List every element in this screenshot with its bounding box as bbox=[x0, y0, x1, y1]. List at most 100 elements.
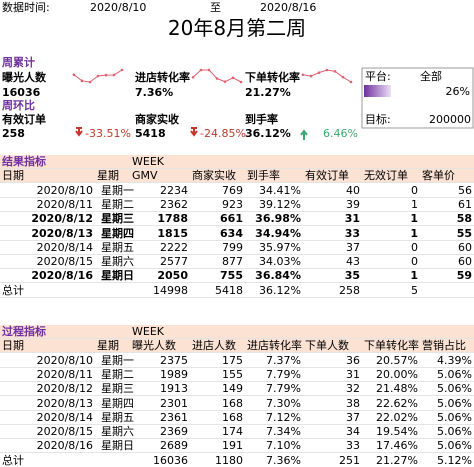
table-cell: 168 bbox=[190, 397, 245, 411]
column-header: 星期 bbox=[95, 169, 130, 184]
sparkline bbox=[192, 69, 242, 83]
table-cell: 星期五 bbox=[95, 411, 134, 425]
table-cell: 2050 bbox=[130, 269, 190, 284]
table-cell: 37 bbox=[303, 411, 362, 425]
sparkline-point bbox=[231, 76, 235, 80]
sparkline-point bbox=[333, 70, 337, 73]
table-cell: 7.36% bbox=[245, 454, 303, 467]
table-cell: 总计 bbox=[0, 454, 95, 467]
table-cell: 2020/8/14 bbox=[0, 411, 95, 425]
column-header: 营销占比 bbox=[420, 339, 474, 354]
sparkline-point bbox=[112, 73, 116, 77]
table-cell: 168 bbox=[190, 411, 245, 425]
table-cell: 799 bbox=[190, 241, 245, 255]
table-cell: 58 bbox=[420, 212, 474, 227]
table-cell: 258 bbox=[303, 284, 362, 298]
table-cell: 17.46% bbox=[362, 439, 420, 454]
table-cell: 39.12% bbox=[245, 198, 303, 212]
sparkline-point bbox=[88, 80, 92, 84]
table-cell: 1 bbox=[362, 212, 420, 227]
table-cell: 星期四 bbox=[95, 397, 134, 411]
table-cell: 634 bbox=[190, 227, 245, 241]
table-cell: 5.06% bbox=[420, 411, 474, 425]
table-cell: 191 bbox=[190, 439, 245, 454]
table-cell: 0 bbox=[362, 241, 420, 255]
sparkline-point bbox=[349, 80, 353, 84]
table-cell: 2020/8/15 bbox=[0, 255, 95, 270]
table-cell: 1788 bbox=[130, 212, 190, 227]
table-cell: 2369 bbox=[130, 425, 190, 440]
metric-name: 商家实收 bbox=[135, 113, 179, 126]
table-cell: 5.06% bbox=[420, 382, 474, 397]
sparkline-point bbox=[317, 71, 321, 74]
page-title: 20年8月第二周 bbox=[167, 16, 307, 40]
table-cell: 5.06% bbox=[420, 368, 474, 382]
metric-name: 到手率 bbox=[245, 113, 278, 126]
table-cell: 34.94% bbox=[245, 227, 303, 241]
table-cell: 55 bbox=[420, 227, 474, 241]
sparkline-point bbox=[80, 79, 84, 83]
table-cell: 星期三 bbox=[95, 382, 134, 397]
table-cell: 2020/8/10 bbox=[0, 184, 95, 198]
table-cell: 1913 bbox=[130, 382, 190, 397]
table-cell: 2020/8/12 bbox=[0, 212, 95, 227]
table-cell: 2361 bbox=[130, 411, 190, 425]
table-cell: 60 bbox=[420, 241, 474, 255]
table-cell: 星期五 bbox=[95, 241, 134, 255]
table-cell: 星期一 bbox=[95, 184, 134, 198]
table-cell: 1180 bbox=[190, 454, 245, 467]
table-cell: 36.84% bbox=[245, 269, 303, 284]
table-cell: 2020/8/13 bbox=[0, 227, 95, 241]
table-cell: 20.57% bbox=[362, 354, 420, 368]
table-cell: 7.37% bbox=[245, 354, 303, 368]
column-header: 客单价 bbox=[420, 169, 474, 184]
sparkline-point bbox=[239, 80, 243, 84]
column-header: 进店转化率 bbox=[245, 339, 303, 354]
progress-label: 26% bbox=[445, 85, 470, 98]
table-cell: 37 bbox=[303, 241, 362, 255]
table-cell: 174 bbox=[190, 425, 245, 440]
column-header: 日期 bbox=[0, 339, 95, 354]
table-cell: 星期六 bbox=[95, 255, 134, 270]
column-header: GMV bbox=[130, 169, 190, 184]
column-header: 有效订单 bbox=[303, 169, 362, 184]
metric-value: 21.27% bbox=[245, 86, 291, 99]
table-cell: 2020/8/11 bbox=[0, 198, 95, 212]
table-cell: 2020/8/10 bbox=[0, 354, 95, 368]
sparkline-point bbox=[341, 75, 345, 79]
sparkline-point bbox=[325, 68, 329, 72]
sparkline-point bbox=[309, 74, 313, 78]
column-header: 进店人数 bbox=[190, 339, 245, 354]
table-cell: 33 bbox=[303, 227, 362, 241]
end-date: 2020/8/16 bbox=[260, 1, 317, 14]
table-cell: 7.12% bbox=[245, 411, 303, 425]
column-header: 星期 bbox=[95, 339, 130, 354]
table-cell: 36.98% bbox=[245, 212, 303, 227]
table-cell: 星期四 bbox=[95, 227, 134, 241]
table-cell: 2020/8/15 bbox=[0, 425, 95, 440]
table-cell: 1 bbox=[362, 227, 420, 241]
platform-value: 全部 bbox=[420, 70, 442, 83]
table-cell: 877 bbox=[190, 255, 245, 270]
table-cell: 32 bbox=[303, 382, 362, 397]
table-cell: 7.34% bbox=[245, 425, 303, 440]
metric-value: 36.12% bbox=[245, 127, 291, 140]
table-cell: 39 bbox=[303, 198, 362, 212]
metric-value: 258 bbox=[2, 127, 25, 140]
table-cell: 20.00% bbox=[362, 368, 420, 382]
table-cell: 769 bbox=[190, 184, 245, 198]
target-value: 200000 bbox=[429, 113, 471, 126]
arrow-down bbox=[190, 127, 198, 137]
table-title: 过程指标 bbox=[0, 325, 130, 339]
progress-bar bbox=[364, 85, 392, 97]
table-cell: 38 bbox=[303, 397, 362, 411]
metric-name: 有效订单 bbox=[2, 113, 46, 126]
table-cell: 1 bbox=[362, 269, 420, 284]
table-cell: 60 bbox=[420, 255, 474, 270]
metric-value: 7.36% bbox=[135, 86, 174, 99]
table-cell: 总计 bbox=[0, 284, 95, 298]
empty-cell bbox=[420, 284, 474, 298]
table-cell: 7.79% bbox=[245, 368, 303, 382]
table-cell: 21.48% bbox=[362, 382, 420, 397]
